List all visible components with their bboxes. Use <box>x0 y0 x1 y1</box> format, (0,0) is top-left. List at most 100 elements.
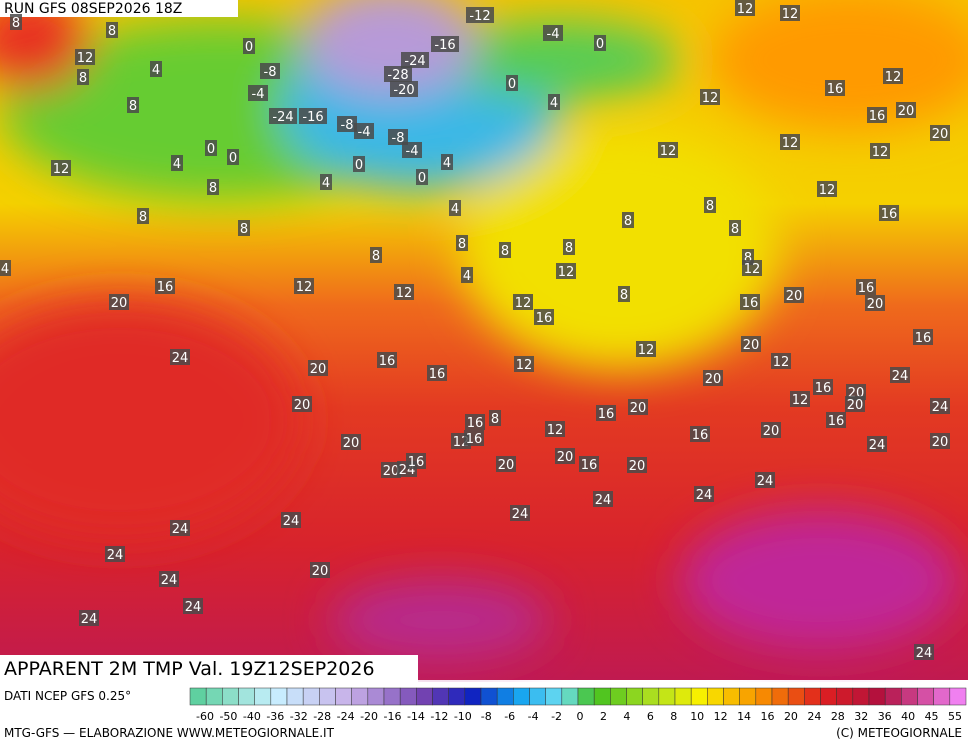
scale-swatch <box>561 687 579 706</box>
label-box <box>337 116 357 132</box>
isotherm-label: 12 <box>547 423 564 438</box>
isotherm-label: 4 <box>451 202 459 217</box>
label-box <box>510 505 530 521</box>
scale-swatch <box>804 687 821 706</box>
isotherm-label: 24 <box>696 488 713 503</box>
label-box <box>441 154 453 170</box>
scale-swatch <box>529 687 546 706</box>
isotherm-label: 16 <box>536 311 553 326</box>
isotherm-label: 16 <box>869 109 886 124</box>
isotherm-label: 20 <box>312 564 329 579</box>
label-box <box>883 68 903 84</box>
label-box <box>461 267 473 283</box>
label-box <box>700 89 720 105</box>
isotherm-label: 12 <box>737 2 754 17</box>
isotherm-label: 8 <box>240 222 248 237</box>
label-box <box>618 286 630 302</box>
label-box <box>308 360 328 376</box>
isotherm-label: 8 <box>620 288 628 303</box>
label-box <box>556 263 576 279</box>
label-box <box>658 142 678 158</box>
isotherm-label: 24 <box>869 438 886 453</box>
scale-label: 24 <box>807 710 821 723</box>
isotherm-label: 8 <box>108 24 116 39</box>
scale-label: -6 <box>504 710 515 723</box>
label-box <box>628 399 648 415</box>
label-box <box>694 486 714 502</box>
label-box <box>390 81 418 97</box>
isotherm-label: 24 <box>932 400 949 415</box>
scale-swatch <box>416 687 433 706</box>
label-box <box>402 142 422 158</box>
label-box <box>341 434 361 450</box>
scale-swatch <box>432 687 449 706</box>
isotherm-label: 16 <box>915 331 932 346</box>
label-box <box>930 398 950 414</box>
isotherm-label: 20 <box>932 435 949 450</box>
isotherm-label: 0 <box>508 77 516 92</box>
isotherm-label: 24 <box>107 548 124 563</box>
isotherm-label: 20 <box>557 450 574 465</box>
scale-swatch <box>302 687 320 706</box>
label-box <box>729 220 741 236</box>
label-box <box>755 472 775 488</box>
isotherm-label: 8 <box>706 199 714 214</box>
scale-label: -60 <box>196 710 214 723</box>
scale-swatch <box>755 687 773 706</box>
isotherm-label: 0 <box>596 37 604 52</box>
isotherm-label: 16 <box>828 414 845 429</box>
scale-swatch <box>464 687 482 706</box>
isotherm-label: -24 <box>272 110 293 125</box>
label-box <box>817 181 837 197</box>
label-box <box>207 179 219 195</box>
label-box <box>320 174 332 190</box>
label-box <box>299 108 327 124</box>
scale-label: -20 <box>360 710 378 723</box>
isotherm-label: 16 <box>581 458 598 473</box>
isotherm-label: 8 <box>501 244 509 259</box>
label-box <box>579 456 599 472</box>
isotherm-label: 8 <box>12 16 20 31</box>
label-box <box>51 160 71 176</box>
isotherm-label: 8 <box>565 241 573 256</box>
isotherm-label: 12 <box>792 393 809 408</box>
isotherm-label: 0 <box>245 40 253 55</box>
temperature-field <box>0 0 968 660</box>
isotherm-label: 4 <box>322 176 330 191</box>
scale-swatch <box>383 687 401 706</box>
label-box <box>394 284 414 300</box>
isotherm-label: 8 <box>372 249 380 264</box>
label-box <box>155 278 175 294</box>
isotherm-label: -12 <box>469 9 490 24</box>
label-box <box>105 546 125 562</box>
label-box <box>431 36 459 52</box>
label-box <box>499 242 511 258</box>
isotherm-label: 24 <box>81 612 98 627</box>
label-box <box>353 156 365 172</box>
isotherm-label: 24 <box>757 474 774 489</box>
isotherm-label: -4 <box>547 27 560 42</box>
isotherm-label: 24 <box>512 507 529 522</box>
label-box <box>150 61 162 77</box>
isotherm-label: 20 <box>898 104 915 119</box>
isotherm-label: 12 <box>515 296 532 311</box>
scale-label: 45 <box>925 710 939 723</box>
scale-label: -2 <box>551 710 562 723</box>
isotherm-label: 12 <box>702 91 719 106</box>
isotherm-label: 24 <box>185 600 202 615</box>
label-box <box>0 260 11 276</box>
isotherm-label: 12 <box>53 162 70 177</box>
isotherm-label: 16 <box>815 381 832 396</box>
scale-label: -24 <box>337 710 355 723</box>
scale-swatch <box>771 687 789 706</box>
isotherm-label: 16 <box>742 296 759 311</box>
scale-swatch <box>270 687 288 706</box>
isotherm-label: 8 <box>624 214 632 229</box>
label-box <box>914 644 934 660</box>
isotherm-label: 16 <box>408 455 425 470</box>
isotherm-label: 12 <box>782 7 799 22</box>
label-box <box>534 309 554 325</box>
label-box <box>77 69 89 85</box>
isotherm-label: 8 <box>209 181 217 196</box>
label-box <box>825 80 845 96</box>
